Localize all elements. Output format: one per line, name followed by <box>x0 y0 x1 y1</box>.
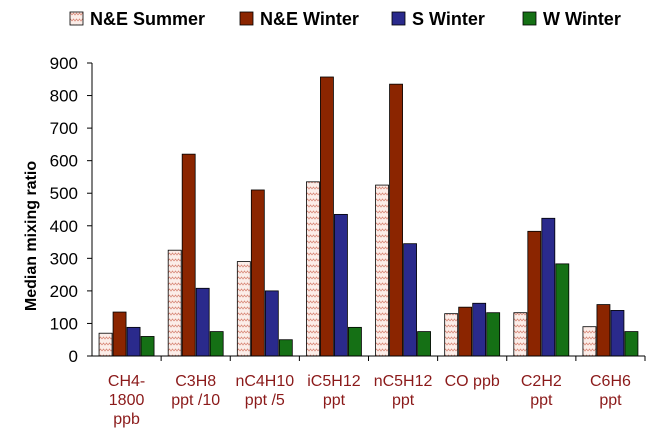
x-tick-label: ppb <box>113 411 140 428</box>
legend-swatch <box>69 11 84 26</box>
bar-n-e-winter <box>527 230 542 357</box>
bar-w-winter <box>624 331 639 357</box>
y-tick-label: 700 <box>50 119 78 138</box>
y-tick-label: 500 <box>50 184 78 203</box>
x-tick-label: C3H8 <box>175 373 216 390</box>
bar-s-winter <box>541 217 556 357</box>
x-tick-label: iC5H12 <box>307 373 360 390</box>
x-tick-label: nC4H10 <box>235 373 294 390</box>
x-tick-label: 1800 <box>109 392 145 409</box>
bar-n-e-winter <box>389 83 403 357</box>
y-tick-label: 400 <box>50 217 78 236</box>
bar-w-winter <box>486 312 501 357</box>
x-tick-label: ppt <box>323 392 346 409</box>
x-tick-label: ppt /5 <box>245 392 285 409</box>
y-tick-label: 800 <box>50 87 78 106</box>
x-tick-label: ppt <box>530 392 553 409</box>
bars <box>98 76 639 357</box>
bar-w-winter <box>555 263 570 357</box>
legend-label: W Winter <box>543 9 621 29</box>
bar-n-e-summer <box>306 181 320 357</box>
bar-n-e-summer <box>513 312 528 357</box>
x-axis: CH4- 1800 ppb C3H8 ppt /10 nC4H10 ppt /5 iC5H12… <box>92 355 646 428</box>
x-tick-label: C2H2 <box>521 373 562 390</box>
bar-s-winter <box>264 290 279 357</box>
bar-s-winter <box>195 287 210 357</box>
bar-n-e-winter <box>181 153 196 357</box>
bar-n-e-summer <box>98 332 113 357</box>
bar-s-winter <box>403 243 417 357</box>
y-tick-label: 900 <box>50 54 78 73</box>
bar-n-e-winter <box>320 76 334 357</box>
y-tick-label: 200 <box>50 282 78 301</box>
y-tick-label: 600 <box>50 152 78 171</box>
legend-swatch <box>522 11 537 26</box>
bar-n-e-summer <box>582 326 597 357</box>
bar-n-e-summer <box>444 313 459 357</box>
bar-n-e-winter <box>250 189 265 357</box>
bar-n-e-summer <box>236 261 251 357</box>
y-tick-label: 100 <box>50 314 78 333</box>
legend-swatch <box>391 11 406 26</box>
bar-n-e-summer <box>375 184 389 357</box>
x-tick-label: ppt /10 <box>171 392 220 409</box>
bar-s-winter <box>610 310 625 357</box>
bar-s-winter <box>126 326 141 357</box>
legend-label: S Winter <box>412 9 485 29</box>
bar-s-winter <box>334 213 348 357</box>
bar-s-winter <box>472 302 487 357</box>
x-tick-label: nC5H12 <box>374 373 433 390</box>
x-tick-label: ppt <box>599 392 622 409</box>
x-tick-label: C6H6 <box>590 373 631 390</box>
bar-n-e-winter <box>458 306 473 357</box>
bar-w-winter <box>278 339 293 357</box>
legend-label: N&E Summer <box>90 9 205 29</box>
legend-swatch <box>239 11 254 26</box>
y-tick-label: 0 <box>69 347 78 366</box>
legend-label: N&E Winter <box>260 9 359 29</box>
x-tick-label: CH4- <box>108 373 145 390</box>
bar-w-winter <box>417 331 431 357</box>
bar-n-e-summer <box>167 249 182 357</box>
bar-n-e-winter <box>596 304 611 357</box>
x-tick-label: CO ppb <box>445 373 500 390</box>
bar-w-winter <box>348 326 362 357</box>
y-axis: 0 100 200 300 400 500 600 700 800 900 <box>50 54 93 366</box>
bar-n-e-winter <box>112 311 127 357</box>
y-tick-label: 300 <box>50 249 78 268</box>
x-tick-label: ppt <box>392 392 415 409</box>
legend: N&E Summer N&E Winter S Winter W Winter <box>69 9 621 29</box>
bar-w-winter <box>140 336 155 357</box>
y-axis-label: Median mixing ratio <box>23 161 40 311</box>
bar-w-winter <box>209 331 224 357</box>
